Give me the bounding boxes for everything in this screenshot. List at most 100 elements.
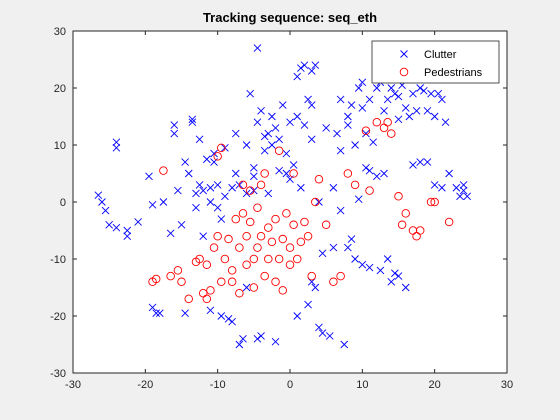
x-stroke <box>459 186 468 195</box>
x-stroke <box>438 95 446 104</box>
x-stroke <box>419 87 428 95</box>
x-stroke <box>456 192 464 201</box>
pedestrians-point <box>292 254 302 264</box>
pedestrians-point <box>264 254 273 264</box>
x-stroke <box>362 129 370 138</box>
clutter-point <box>206 183 215 192</box>
clutter-point <box>282 149 291 158</box>
x-stroke <box>333 129 341 138</box>
clutter-point <box>438 183 446 192</box>
x-stroke <box>344 121 352 129</box>
clutter-point <box>148 303 157 312</box>
pedestrians-point <box>307 271 316 281</box>
legend[interactable]: Clutter Pedestrians <box>371 40 500 84</box>
x-stroke <box>112 144 121 152</box>
x-stroke <box>257 106 265 115</box>
clutter-point <box>134 218 142 226</box>
pedestrians-point <box>321 220 331 230</box>
pedestrians-point <box>242 231 251 241</box>
pedestrians-point <box>224 234 233 244</box>
x-tick-label: 10 <box>356 379 368 391</box>
clutter-point <box>297 64 305 72</box>
clutter-point <box>275 166 283 175</box>
y-tick-label: -30 <box>50 368 66 380</box>
x-stroke <box>365 95 374 104</box>
clutter-point <box>217 215 226 223</box>
y-tick-label: -10 <box>50 254 66 266</box>
x-stroke <box>452 183 461 192</box>
clutter-point <box>101 206 110 215</box>
x-stroke <box>123 226 132 235</box>
clutter-point <box>391 89 399 98</box>
clutter-point <box>401 104 410 112</box>
x-stroke <box>380 106 388 115</box>
pedestrians-point <box>220 254 230 264</box>
x-stroke <box>336 95 345 104</box>
x-stroke <box>347 101 356 109</box>
x-stroke <box>340 340 349 349</box>
x-stroke <box>192 203 200 212</box>
x-stroke <box>101 206 110 215</box>
clutter-point <box>307 135 316 144</box>
x-stroke <box>278 101 287 109</box>
clutter-point <box>304 300 312 309</box>
clutter-point <box>170 129 179 138</box>
x-stroke <box>376 266 385 275</box>
pedestrians-point <box>365 186 374 195</box>
clutter-point <box>221 192 229 201</box>
y-tick-label: 0 <box>60 197 66 209</box>
x-stroke <box>459 181 468 189</box>
pedestrians-point <box>329 277 338 287</box>
clutter-point <box>112 138 121 146</box>
clutter-point <box>98 198 106 206</box>
pedestrians-point <box>217 277 226 287</box>
series-layer <box>94 44 472 349</box>
clutter-point <box>362 163 370 172</box>
pedestrians-point <box>300 217 309 227</box>
clutter-point <box>344 243 352 252</box>
clutter-point <box>264 129 273 138</box>
x-stroke <box>463 192 472 201</box>
clutter-point <box>445 169 453 178</box>
x-stroke <box>383 255 392 263</box>
x-tick-label: -10 <box>210 379 226 391</box>
x-stroke <box>148 201 157 209</box>
clutter-point <box>195 135 204 144</box>
clutter-point <box>184 169 193 178</box>
pedestrians-point <box>217 143 226 153</box>
clutter-point <box>387 277 396 286</box>
clutter-point <box>434 89 443 98</box>
clutter-point <box>289 161 298 169</box>
x-stroke <box>94 191 103 199</box>
clutter-point <box>463 192 472 201</box>
clutter-point <box>105 220 113 229</box>
clutter-point <box>293 72 302 81</box>
x-stroke <box>271 124 280 132</box>
x-stroke <box>242 141 251 149</box>
legend-marker-pedestrians <box>399 67 409 77</box>
pedestrians-point <box>256 231 266 241</box>
clutter-point <box>315 323 323 332</box>
x-stroke <box>391 269 399 278</box>
clutter-point <box>344 121 352 129</box>
clutter-point <box>282 169 291 178</box>
pedestrians-point <box>397 220 407 230</box>
pedestrians-point <box>166 271 175 281</box>
clutter-point <box>307 101 316 109</box>
clutter-point <box>253 334 262 343</box>
clutter-point <box>293 312 302 320</box>
clutter-point <box>188 118 197 127</box>
x-stroke <box>206 183 215 192</box>
x-stroke <box>228 183 236 192</box>
pedestrians-point <box>245 186 255 195</box>
x-stroke <box>123 232 132 241</box>
clutter-point <box>383 255 392 263</box>
x-stroke <box>409 89 417 98</box>
x-stroke <box>315 323 323 332</box>
x-stroke <box>318 249 327 258</box>
pedestrians-point <box>394 192 403 201</box>
pedestrians-point <box>430 197 439 207</box>
clutter-point <box>412 106 421 115</box>
clutter-point <box>318 329 327 337</box>
